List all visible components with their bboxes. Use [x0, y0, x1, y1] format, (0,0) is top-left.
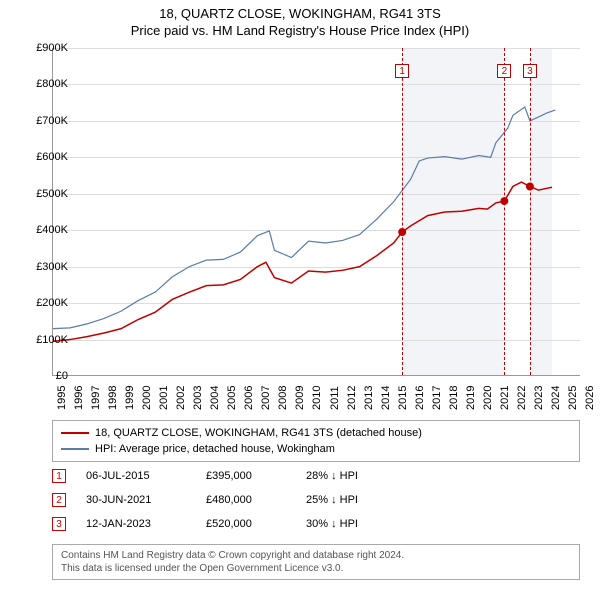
x-tick-label: 2007 [260, 386, 272, 410]
series-line-price_paid [53, 182, 552, 341]
legend-row-price-paid: 18, QUARTZ CLOSE, WOKINGHAM, RG41 3TS (d… [61, 425, 571, 441]
chart-plot-area: 1 23 [52, 48, 580, 376]
x-tick-label: 2017 [431, 386, 443, 410]
title-sub: Price paid vs. HM Land Registry's House … [0, 23, 600, 38]
event-box-1: 1 [395, 64, 409, 78]
legend-label-hpi: HPI: Average price, detached house, Woki… [95, 443, 335, 455]
y-tick-label: £400K [18, 224, 68, 236]
event-row-2: 2 30-JUN-2021 £480,000 25% ↓ HPI [52, 488, 580, 512]
y-tick-label: £0 [18, 370, 68, 382]
x-tick-label: 2012 [346, 386, 358, 410]
events-table: 1 06-JUL-2015 £395,000 28% ↓ HPI 2 30-JU… [52, 464, 580, 536]
footer-line-1: Contains HM Land Registry data © Crown c… [61, 549, 571, 562]
event-date-3: 12-JAN-2023 [86, 518, 186, 530]
footer-box: Contains HM Land Registry data © Crown c… [52, 544, 580, 580]
title-block: 18, QUARTZ CLOSE, WOKINGHAM, RG41 3TS Pr… [0, 0, 600, 38]
x-tick-label: 2015 [397, 386, 409, 410]
event-date-2: 30-JUN-2021 [86, 494, 186, 506]
chart-container: 18, QUARTZ CLOSE, WOKINGHAM, RG41 3TS Pr… [0, 0, 600, 590]
x-tick-label: 2022 [516, 386, 528, 410]
event-price-3: £520,000 [206, 518, 286, 530]
series-line-hpi [53, 107, 555, 329]
x-tick-label: 2026 [584, 386, 596, 410]
legend-swatch-hpi [61, 448, 89, 450]
event-box-3: 3 [523, 64, 537, 78]
y-tick-label: £200K [18, 297, 68, 309]
y-tick-label: £500K [18, 188, 68, 200]
y-tick-label: £600K [18, 151, 68, 163]
legend-box: 18, QUARTZ CLOSE, WOKINGHAM, RG41 3TS (d… [52, 420, 580, 462]
event-num-3: 3 [52, 517, 66, 531]
y-tick-label: £300K [18, 261, 68, 273]
x-tick-label: 2000 [141, 386, 153, 410]
x-tick-label: 2019 [465, 386, 477, 410]
event-line [530, 48, 531, 375]
event-rel-3: 30% ↓ HPI [306, 518, 406, 530]
x-tick-label: 2006 [243, 386, 255, 410]
title-main: 18, QUARTZ CLOSE, WOKINGHAM, RG41 3TS [0, 6, 600, 21]
legend-row-hpi: HPI: Average price, detached house, Woki… [61, 441, 571, 457]
event-num-2: 2 [52, 493, 66, 507]
event-line [504, 48, 505, 375]
event-price-2: £480,000 [206, 494, 286, 506]
x-tick-label: 2002 [175, 386, 187, 410]
legend-swatch-price-paid [61, 432, 89, 434]
event-row-1: 1 06-JUL-2015 £395,000 28% ↓ HPI [52, 464, 580, 488]
x-tick-label: 2005 [226, 386, 238, 410]
x-tick-label: 2016 [414, 386, 426, 410]
y-tick-label: £100K [18, 334, 68, 346]
y-tick-label: £700K [18, 115, 68, 127]
chart-svg [53, 48, 580, 375]
x-tick-label: 1999 [124, 386, 136, 410]
x-tick-label: 2009 [294, 386, 306, 410]
x-tick-label: 2018 [448, 386, 460, 410]
x-tick-label: 2024 [550, 386, 562, 410]
y-tick-label: £800K [18, 78, 68, 90]
legend-label-price-paid: 18, QUARTZ CLOSE, WOKINGHAM, RG41 3TS (d… [95, 427, 422, 439]
footer-line-2: This data is licensed under the Open Gov… [61, 562, 571, 575]
y-tick-label: £900K [18, 42, 68, 54]
event-line [402, 48, 403, 375]
event-rel-2: 25% ↓ HPI [306, 494, 406, 506]
x-tick-label: 2010 [311, 386, 323, 410]
x-tick-label: 2003 [192, 386, 204, 410]
x-tick-label: 2013 [363, 386, 375, 410]
event-price-1: £395,000 [206, 470, 286, 482]
event-date-1: 06-JUL-2015 [86, 470, 186, 482]
x-tick-label: 2021 [499, 386, 511, 410]
x-tick-label: 2014 [380, 386, 392, 410]
event-row-3: 3 12-JAN-2023 £520,000 30% ↓ HPI [52, 512, 580, 536]
x-tick-label: 2001 [158, 386, 170, 410]
event-rel-1: 28% ↓ HPI [306, 470, 406, 482]
x-tick-label: 2008 [277, 386, 289, 410]
x-tick-label: 1995 [56, 386, 68, 410]
x-tick-label: 2004 [209, 386, 221, 410]
x-tick-label: 2023 [533, 386, 545, 410]
x-tick-label: 1996 [73, 386, 85, 410]
event-box-2: 2 [497, 64, 511, 78]
x-tick-label: 1997 [90, 386, 102, 410]
event-num-1: 1 [52, 469, 66, 483]
x-tick-label: 1998 [107, 386, 119, 410]
x-tick-label: 2011 [329, 386, 341, 410]
x-tick-label: 2025 [567, 386, 579, 410]
x-tick-label: 2020 [482, 386, 494, 410]
